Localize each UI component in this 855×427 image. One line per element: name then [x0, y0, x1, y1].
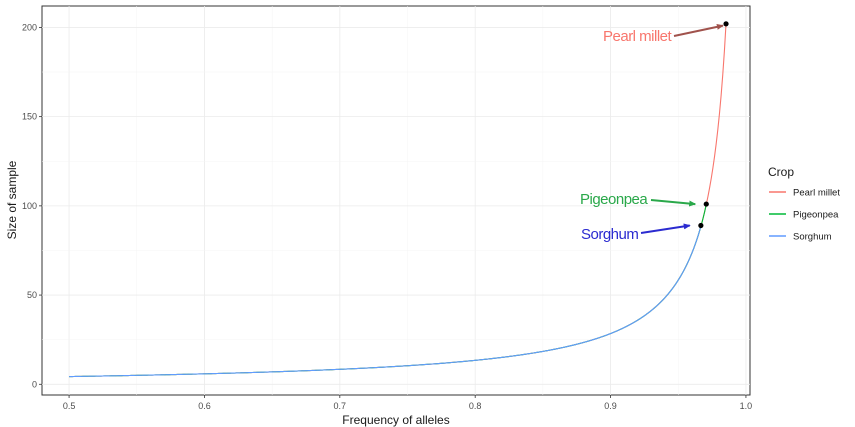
- series-lines: [69, 23, 727, 378]
- data-point: [698, 222, 704, 229]
- x-tick-label: 0.6: [198, 401, 211, 411]
- x-tick-label: 0.7: [334, 401, 347, 411]
- annotation-label: Pigeonpea: [580, 191, 648, 208]
- data-point: [703, 201, 709, 207]
- data-point: [723, 21, 729, 27]
- x-axis-ticks: 0.5 0.6 0.7 0.8 0.9 1.0: [63, 395, 752, 411]
- y-axis-title: Size of sample: [5, 160, 19, 239]
- y-axis-ticks: 0 50 100 150 200: [22, 22, 42, 389]
- x-tick-label: 0.8: [469, 401, 482, 411]
- x-tick-label: 1.0: [740, 401, 753, 411]
- y-tick-label: 50: [27, 290, 37, 300]
- legend-label: Pigeonpea: [793, 210, 839, 221]
- x-tick-label: 0.9: [604, 401, 617, 411]
- x-tick-label: 0.5: [63, 401, 76, 411]
- y-tick-label: 150: [22, 112, 37, 122]
- y-tick-label: 200: [22, 22, 37, 32]
- panel-background: [41, 5, 751, 396]
- x-axis-title: Frequency of alleles: [342, 413, 449, 427]
- annotations: Pearl millet Pigeonpea Sorghum: [580, 23, 724, 243]
- y-tick-label: 0: [32, 379, 37, 389]
- annotation-label: Sorghum: [581, 226, 638, 243]
- data-points: [698, 21, 729, 229]
- legend-label: Pearl millet: [793, 188, 840, 199]
- series-line: [69, 226, 702, 378]
- annotation-arrow: [673, 23, 724, 37]
- legend: Crop Pearl millet Pigeonpea Sorghum: [768, 165, 840, 243]
- annotation-arrow: [650, 199, 697, 207]
- annotation-arrow: [640, 223, 691, 234]
- legend-title: Crop: [768, 165, 794, 179]
- annotation-label: Pearl millet: [603, 28, 673, 45]
- grid-lines: [42, 6, 750, 395]
- y-tick-label: 100: [22, 201, 37, 211]
- legend-label: Sorghum: [793, 232, 832, 243]
